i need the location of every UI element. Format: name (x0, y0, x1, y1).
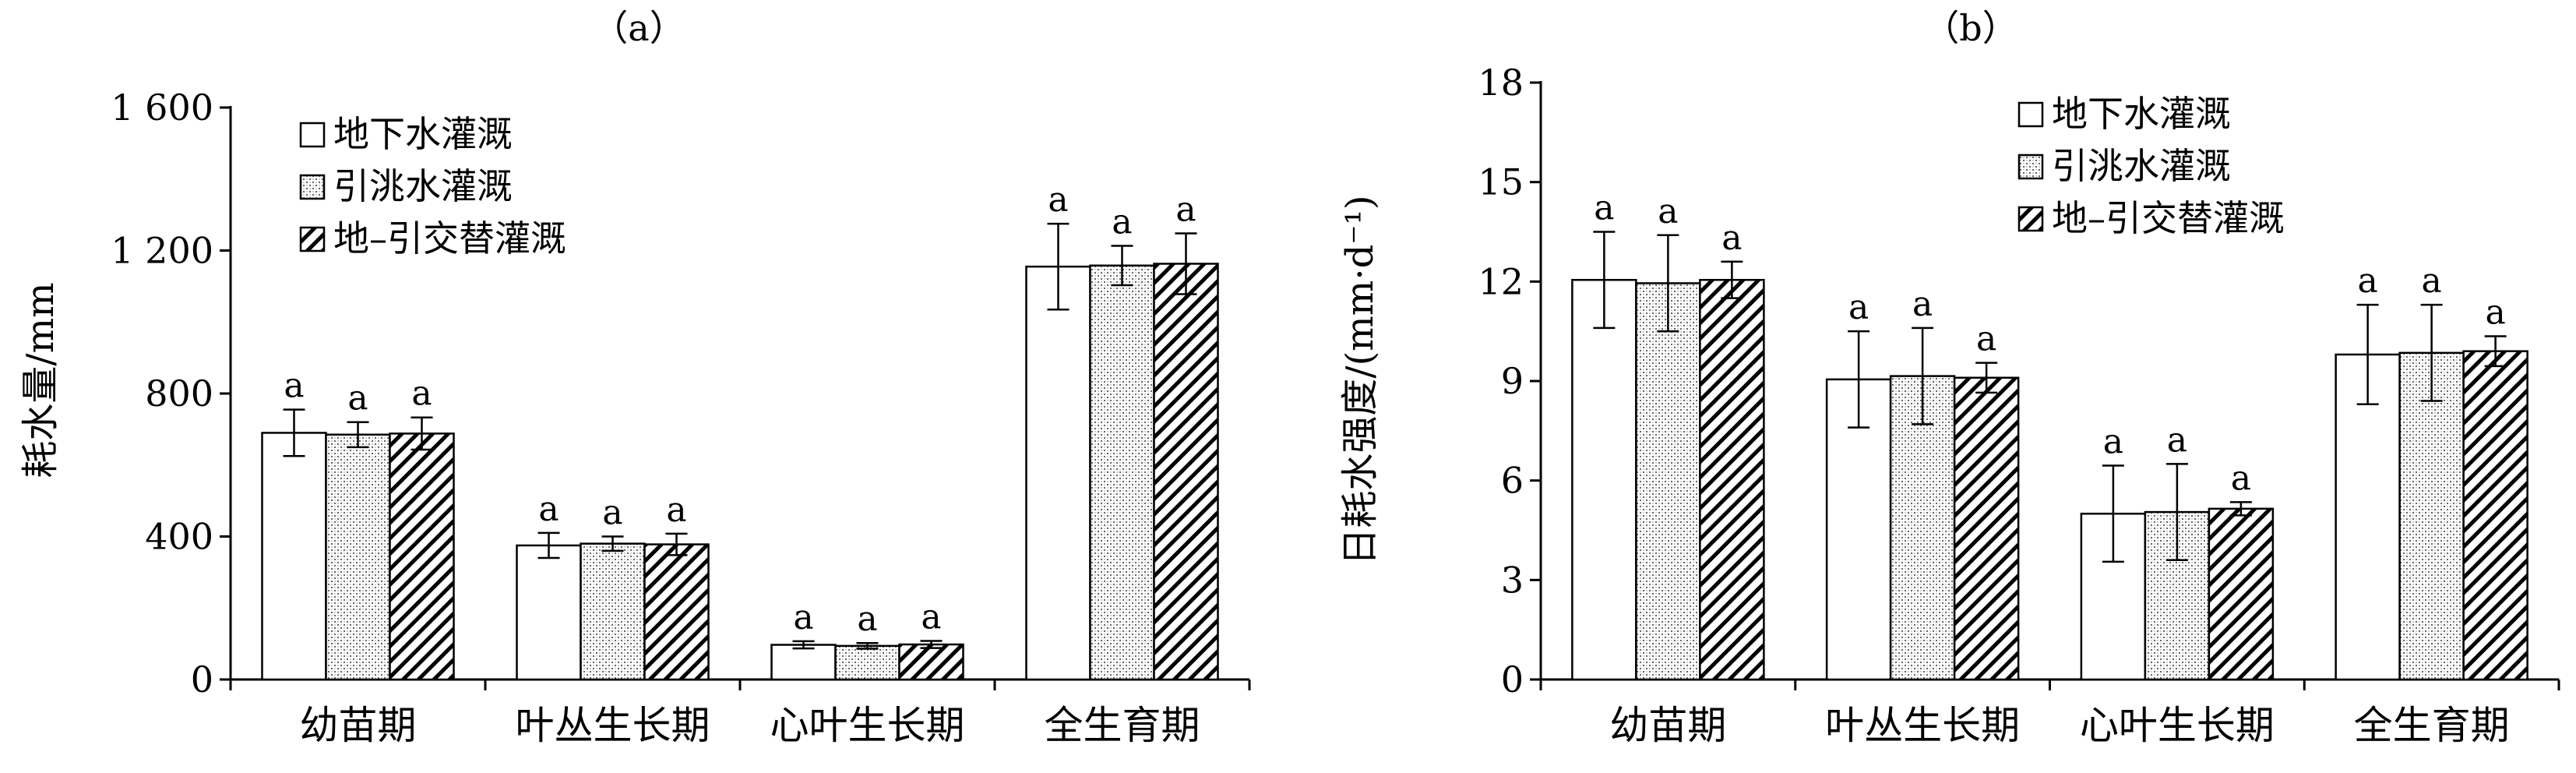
b-x-tick-label: 全生育期 (2354, 703, 2510, 748)
a-y-tick-label: 1 600 (111, 86, 213, 129)
a-legend-label: 地–引交替灌溉 (333, 217, 566, 259)
a-y-tick-label: 1 200 (111, 230, 213, 272)
a-bar (1025, 265, 1091, 681)
b-bar (2208, 507, 2275, 681)
a-bar (834, 644, 900, 681)
a-significance-label: a (857, 599, 877, 639)
a-x-tick-label: 心叶生长期 (770, 703, 965, 748)
b-bar (2462, 350, 2528, 681)
b-x-tick-label: 心叶生长期 (2080, 703, 2275, 748)
b-significance-label: a (2486, 293, 2506, 333)
panel-a-axes: 0 400 800 1 200 1 600 幼苗期 叶丛生长期 心叶生长期 全生育期 (111, 86, 1251, 748)
b-significance-label: a (2103, 422, 2123, 462)
a-legend-swatch (299, 226, 326, 252)
a-significance-label: a (602, 493, 622, 533)
a-legend-swatch (299, 122, 326, 148)
b-significance-label: a (2167, 420, 2187, 460)
b-bar (1635, 282, 1701, 681)
a-bar (261, 432, 327, 681)
panel-a-bars: a a a a a a a a a a a a (261, 180, 1219, 681)
a-significance-label: a (666, 490, 686, 530)
b-y-tick-label: 6 (1501, 460, 1524, 502)
panel-b-title: （b） (1923, 7, 2017, 49)
b-y-tick-label: 18 (1478, 62, 1524, 104)
a-y-tick-label: 800 (145, 372, 213, 415)
b-significance-label: a (2422, 261, 2442, 301)
a-significance-label: a (538, 489, 559, 529)
b-significance-label: a (1912, 284, 1933, 324)
b-x-tick-label: 叶丛生长期 (1825, 703, 2020, 748)
a-bar (325, 433, 391, 681)
b-significance-label: a (1594, 189, 1614, 228)
panel-a-chart: （a） 耗水量/mm 0 400 800 1 200 1 600 幼苗期 叶丛生长期 心叶生长… (19, 7, 1251, 748)
a-significance-label: a (793, 598, 813, 637)
panel-a-y-axis-label: 耗水量/mm (19, 282, 62, 478)
b-significance-label: a (1848, 288, 1869, 327)
b-legend-swatch (2017, 101, 2044, 128)
b-significance-label: a (2231, 458, 2251, 498)
a-bar (643, 543, 710, 681)
b-y-tick-label: 12 (1478, 260, 1524, 302)
b-bar (1699, 278, 1765, 681)
b-bar (1953, 376, 2020, 681)
a-x-tick-label: 叶丛生长期 (516, 703, 710, 748)
panel-b-bars: a a a a a a a a a a a a (1571, 189, 2528, 681)
b-significance-label: a (1658, 192, 1678, 231)
a-y-tick-label: 400 (145, 516, 213, 558)
b-x-tick-label: 幼苗期 (1609, 703, 1726, 748)
panel-b-chart: （b） 日耗水强度/(mm·d⁻¹) 0 3 6 9 12 15 18 幼苗期 叶丛生长期 心叶生… (1338, 7, 2560, 748)
b-y-tick-label: 0 (1501, 658, 1524, 701)
a-bar (580, 542, 646, 681)
a-bar (1089, 264, 1155, 681)
panel-a-title: （a） (592, 7, 685, 49)
a-legend-label: 地下水灌溉 (333, 113, 513, 155)
a-significance-label: a (921, 597, 941, 637)
a-significance-label: a (1112, 203, 1132, 242)
a-x-tick-label: 幼苗期 (300, 703, 417, 748)
panel-b-y-axis-label: 日耗水强度/(mm·d⁻¹) (1338, 195, 1382, 565)
a-significance-label: a (1175, 189, 1196, 229)
b-significance-label: a (1976, 319, 1996, 359)
b-legend-swatch (2017, 206, 2044, 232)
a-bar (389, 432, 455, 681)
a-legend-label: 引洮水灌溉 (333, 165, 513, 207)
b-y-tick-label: 3 (1501, 559, 1524, 601)
a-y-tick-label: 0 (191, 658, 213, 701)
b-significance-label: a (2358, 261, 2378, 301)
b-y-tick-label: 9 (1501, 360, 1524, 402)
a-significance-label: a (284, 366, 304, 406)
b-legend-label: 引洮水灌溉 (2052, 145, 2231, 187)
a-significance-label: a (411, 374, 432, 414)
b-significance-label: a (1721, 218, 1742, 258)
a-bar (1153, 263, 1219, 681)
b-bar (2398, 351, 2465, 681)
a-x-tick-label: 全生育期 (1045, 703, 1200, 748)
b-legend-label: 地–引交替灌溉 (2052, 197, 2285, 239)
a-significance-label: a (1048, 180, 1068, 220)
a-legend-swatch (299, 174, 326, 200)
b-y-tick-label: 15 (1478, 161, 1524, 203)
a-bar (516, 544, 582, 681)
b-bar (1571, 278, 1637, 681)
b-bar (1889, 375, 1956, 681)
a-bar (770, 644, 837, 681)
b-legend-label: 地下水灌溉 (2052, 93, 2231, 135)
b-legend-swatch (2017, 154, 2044, 180)
a-significance-label: a (347, 379, 368, 418)
a-bar (898, 643, 964, 681)
